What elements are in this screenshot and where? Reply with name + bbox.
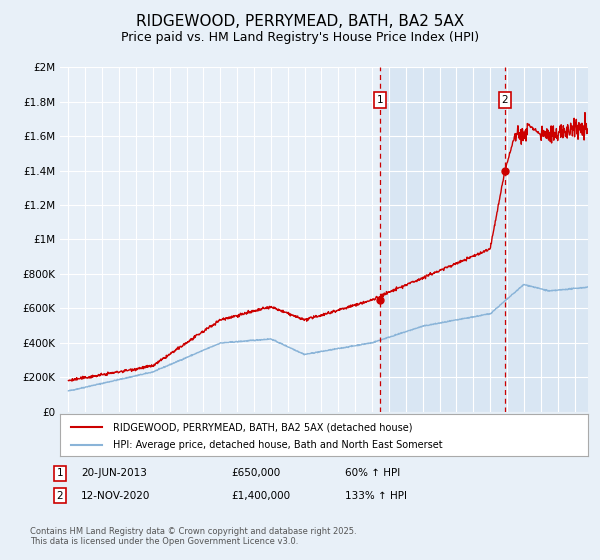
Text: RIDGEWOOD, PERRYMEAD, BATH, BA2 5AX: RIDGEWOOD, PERRYMEAD, BATH, BA2 5AX — [136, 14, 464, 29]
Text: 2: 2 — [502, 95, 508, 105]
Text: £1,400,000: £1,400,000 — [231, 491, 290, 501]
Text: 12-NOV-2020: 12-NOV-2020 — [81, 491, 151, 501]
Text: 1: 1 — [56, 468, 64, 478]
Text: HPI: Average price, detached house, Bath and North East Somerset: HPI: Average price, detached house, Bath… — [113, 440, 442, 450]
Text: 1: 1 — [377, 95, 383, 105]
Text: £650,000: £650,000 — [231, 468, 280, 478]
Bar — [380, 67, 588, 412]
Text: RIDGEWOOD, PERRYMEAD, BATH, BA2 5AX (detached house): RIDGEWOOD, PERRYMEAD, BATH, BA2 5AX (det… — [113, 422, 412, 432]
Text: 60% ↑ HPI: 60% ↑ HPI — [345, 468, 400, 478]
Text: Price paid vs. HM Land Registry's House Price Index (HPI): Price paid vs. HM Land Registry's House … — [121, 31, 479, 44]
Text: 20-JUN-2013: 20-JUN-2013 — [81, 468, 147, 478]
Text: Contains HM Land Registry data © Crown copyright and database right 2025.
This d: Contains HM Land Registry data © Crown c… — [30, 527, 356, 546]
Text: 133% ↑ HPI: 133% ↑ HPI — [345, 491, 407, 501]
Text: 2: 2 — [56, 491, 64, 501]
